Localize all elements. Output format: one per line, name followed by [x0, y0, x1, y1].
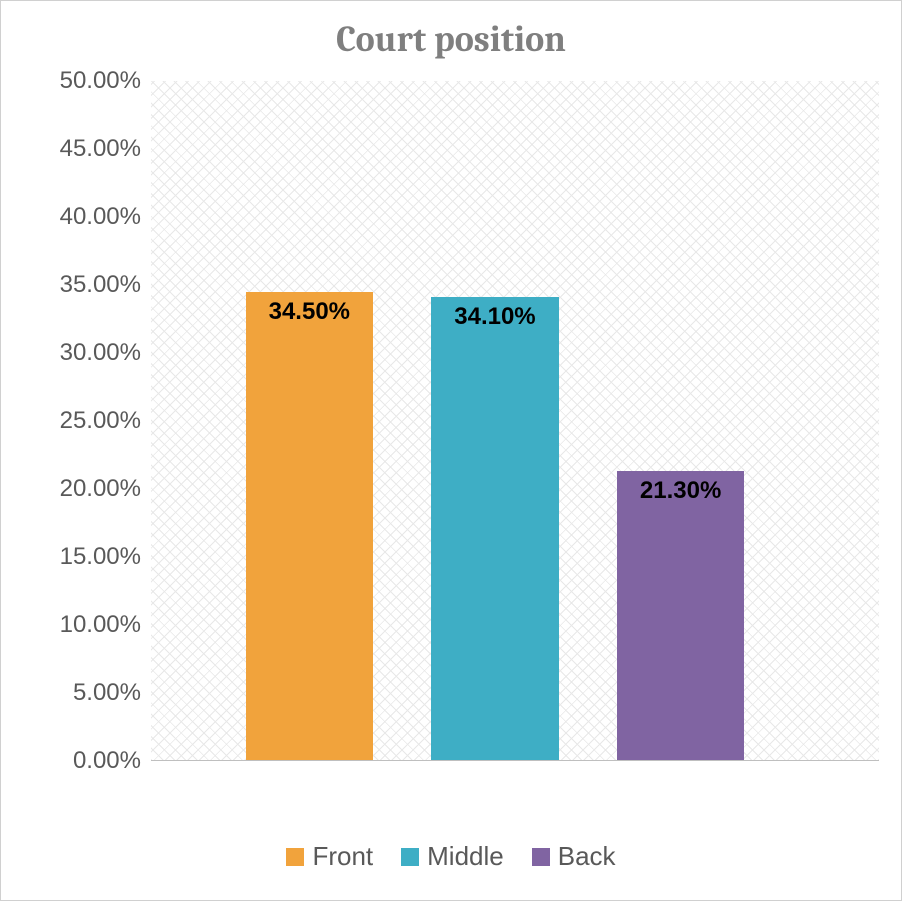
y-tick-label: 15.00%: [60, 543, 141, 571]
bar-back: 21.30%: [617, 471, 744, 760]
bar-label-front: 34.50%: [269, 298, 350, 326]
y-tick-label: 10.00%: [60, 611, 141, 639]
legend-item-middle: Middle: [401, 841, 504, 872]
y-tick-label: 40.00%: [60, 203, 141, 231]
bar-label-back: 21.30%: [640, 477, 721, 505]
legend-label: Front: [312, 841, 373, 872]
legend-swatch-icon: [401, 848, 419, 866]
y-tick-label: 50.00%: [60, 67, 141, 95]
legend-swatch-icon: [286, 848, 304, 866]
legend-item-front: Front: [286, 841, 373, 872]
y-tick-label: 35.00%: [60, 271, 141, 299]
y-tick-label: 0.00%: [73, 747, 141, 775]
y-axis: 0.00%5.00%10.00%15.00%20.00%25.00%30.00%…: [19, 81, 149, 761]
plot-wrapper: 0.00%5.00%10.00%15.00%20.00%25.00%30.00%…: [19, 81, 879, 761]
legend: Front Middle Back: [1, 841, 901, 872]
bars-group: 34.50% 34.10% 21.30%: [151, 81, 879, 760]
bar-label-middle: 34.10%: [454, 303, 535, 331]
bar-front: 34.50%: [246, 292, 373, 761]
y-tick-label: 5.00%: [73, 679, 141, 707]
plot-area: 34.50% 34.10% 21.30%: [151, 81, 879, 761]
y-tick-label: 30.00%: [60, 339, 141, 367]
chart-title: Court position: [1, 19, 901, 60]
legend-label: Middle: [427, 841, 504, 872]
chart-container: Court position 0.00% 5.00% 10.00% 15.00% 20.…: [0, 0, 902, 901]
y-tick-label: 20.00%: [60, 475, 141, 503]
legend-label: Back: [558, 841, 616, 872]
y-tick-label: 25.00%: [60, 407, 141, 435]
legend-item-back: Back: [532, 841, 616, 872]
legend-swatch-icon: [532, 848, 550, 866]
y-tick-label: 45.00%: [60, 135, 141, 163]
bar-middle: 34.10%: [431, 297, 558, 760]
